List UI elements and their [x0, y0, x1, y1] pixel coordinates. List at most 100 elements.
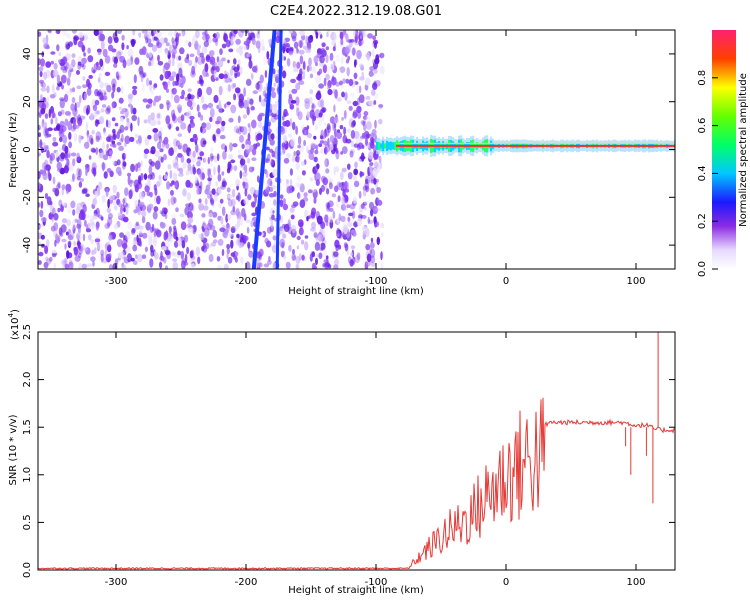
noise-blob	[291, 186, 295, 192]
noise-blob	[96, 110, 101, 115]
noise-blob	[297, 192, 301, 199]
noise-blob	[263, 86, 268, 92]
noise-blob	[201, 225, 205, 231]
noise-blob	[264, 70, 268, 78]
spectrogram-y-tick-label: 0	[22, 146, 33, 152]
noise-blob	[332, 210, 336, 219]
spectrogram-y-tick-label: 20	[22, 95, 33, 108]
noise-blob	[217, 238, 224, 246]
noise-blob	[116, 131, 120, 140]
noise-blob	[85, 193, 90, 198]
noise-blob	[310, 227, 316, 232]
noise-blob	[243, 87, 246, 97]
spectrogram-x-ticks: -300 -200 -100 0 100	[105, 30, 646, 287]
noise-blob	[60, 224, 67, 233]
noise-blob	[66, 219, 71, 227]
noise-blob	[49, 201, 53, 206]
noise-blob	[237, 154, 244, 160]
noise-blob	[132, 244, 138, 252]
noise-blob	[186, 158, 192, 164]
noise-blob	[144, 185, 150, 193]
noise-blob	[308, 57, 312, 67]
noise-blob	[128, 94, 133, 104]
colorbar-ticks: 0.0 0.2 0.4 0.6 0.8	[697, 70, 718, 277]
noise-blob	[179, 95, 185, 100]
noise-blob	[340, 203, 347, 211]
noise-blob	[59, 97, 65, 101]
noise-blob	[107, 198, 110, 209]
noise-blob	[344, 91, 348, 101]
noise-blob	[358, 190, 362, 199]
noise-blob	[321, 114, 325, 122]
noise-blob	[113, 56, 119, 65]
noise-blob	[322, 248, 328, 258]
noise-blob	[180, 250, 185, 260]
noise-blob	[191, 65, 196, 76]
noise-blob	[167, 70, 172, 78]
noise-blob	[90, 112, 94, 121]
snr-x-tick-label: -100	[365, 577, 388, 588]
noise-blob	[292, 60, 296, 69]
noise-blob	[156, 42, 162, 49]
noise-blob	[372, 205, 378, 215]
noise-blob	[262, 230, 267, 238]
noise-blob	[76, 152, 80, 161]
noise-blob	[172, 108, 176, 113]
noise-blob	[90, 147, 96, 153]
noise-blob	[350, 185, 353, 195]
noise-blob	[343, 126, 347, 136]
noise-blob	[76, 85, 82, 90]
noise-blob	[174, 180, 180, 190]
noise-blob	[170, 109, 176, 119]
noise-blob	[135, 163, 138, 173]
signal-band	[394, 141, 397, 150]
noise-blob	[65, 231, 69, 236]
noise-blob	[248, 59, 253, 69]
noise-blob	[347, 216, 350, 221]
snr-x-tick-label: -300	[105, 577, 128, 588]
noise-blob	[105, 119, 109, 128]
noise-blob	[120, 251, 125, 260]
noise-blob	[358, 30, 365, 37]
noise-blob	[169, 169, 173, 179]
noise-blob	[272, 168, 278, 177]
noise-blob	[62, 68, 68, 74]
noise-blob	[257, 114, 263, 122]
noise-blob	[114, 122, 119, 127]
noise-blob	[299, 221, 304, 229]
noise-blob	[334, 258, 340, 266]
noise-blob	[45, 164, 51, 171]
noise-blob	[101, 95, 108, 101]
noise-blob	[181, 89, 186, 97]
noise-blob	[165, 265, 168, 269]
noise-blob	[350, 121, 356, 128]
noise-blob	[49, 256, 53, 262]
noise-blob	[226, 101, 231, 106]
noise-blob	[145, 221, 151, 231]
noise-blob	[223, 263, 229, 269]
noise-blob	[284, 120, 291, 127]
noise-blob	[152, 127, 159, 133]
noise-blob	[378, 161, 382, 169]
noise-blob	[315, 254, 319, 258]
noise-blob	[307, 189, 313, 194]
noise-blob	[128, 188, 134, 198]
noise-blob	[367, 151, 374, 160]
noise-blob	[194, 43, 199, 51]
noise-blob	[40, 58, 45, 67]
noise-blob	[233, 83, 237, 88]
noise-blob	[345, 78, 350, 84]
noise-blob	[40, 87, 47, 92]
noise-blob	[121, 133, 124, 143]
noise-blob	[336, 131, 343, 140]
noise-blob	[234, 251, 239, 257]
noise-blob	[107, 244, 112, 253]
noise-blob	[50, 225, 56, 232]
noise-blob	[327, 137, 330, 148]
noise-blob	[199, 75, 203, 83]
noise-blob	[142, 232, 148, 239]
noise-blob	[157, 30, 160, 33]
noise-blob	[304, 209, 310, 219]
noise-blob	[132, 107, 137, 115]
noise-blob	[159, 148, 164, 153]
